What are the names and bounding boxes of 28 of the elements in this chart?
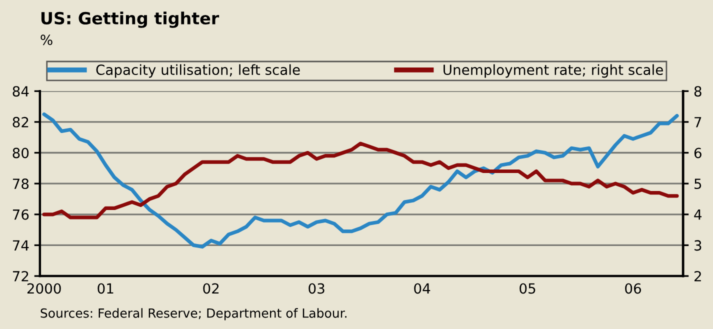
y2-tick-label: 2 (694, 271, 701, 282)
x-tick-label: 03 (308, 283, 324, 294)
y-tick-label: 76 (12, 209, 29, 220)
chart-title: US: Getting tighter (41, 12, 220, 28)
legend-label: Unemployment rate; right scale (444, 64, 663, 78)
y2-tick-label: 5 (694, 178, 702, 190)
y2-tick-label: 4 (694, 210, 702, 220)
chart-subtitle: % (40, 34, 52, 46)
y-tick-label: 78 (12, 178, 29, 190)
y2-tick-label: 7 (694, 117, 702, 128)
y-tick-label: 80 (12, 148, 29, 158)
x-tick-label: 04 (414, 283, 430, 294)
x-tick-label: 06 (625, 283, 641, 294)
y2-tick-label: 3 (694, 240, 702, 251)
line-series (42, 112, 679, 249)
legend-label: Capacity utilisation; left scale (96, 64, 300, 78)
x-tick-label: 2000 (27, 283, 61, 294)
line-series (42, 142, 679, 220)
y-tick-label: 72 (12, 271, 28, 282)
y-tick-label: 84 (12, 86, 29, 97)
y-tick-label: 74 (12, 240, 29, 250)
x-tick-label: 05 (520, 283, 536, 294)
y-tick-label: 82 (12, 116, 28, 128)
x-tick-label: 02 (203, 283, 219, 294)
x-tick-label: 01 (98, 283, 114, 294)
y2-tick-label: 8 (694, 86, 702, 97)
source-note: Sources: Federal Reserve; Department of Labour. (40, 308, 346, 320)
y2-tick-label: 6 (694, 148, 702, 158)
